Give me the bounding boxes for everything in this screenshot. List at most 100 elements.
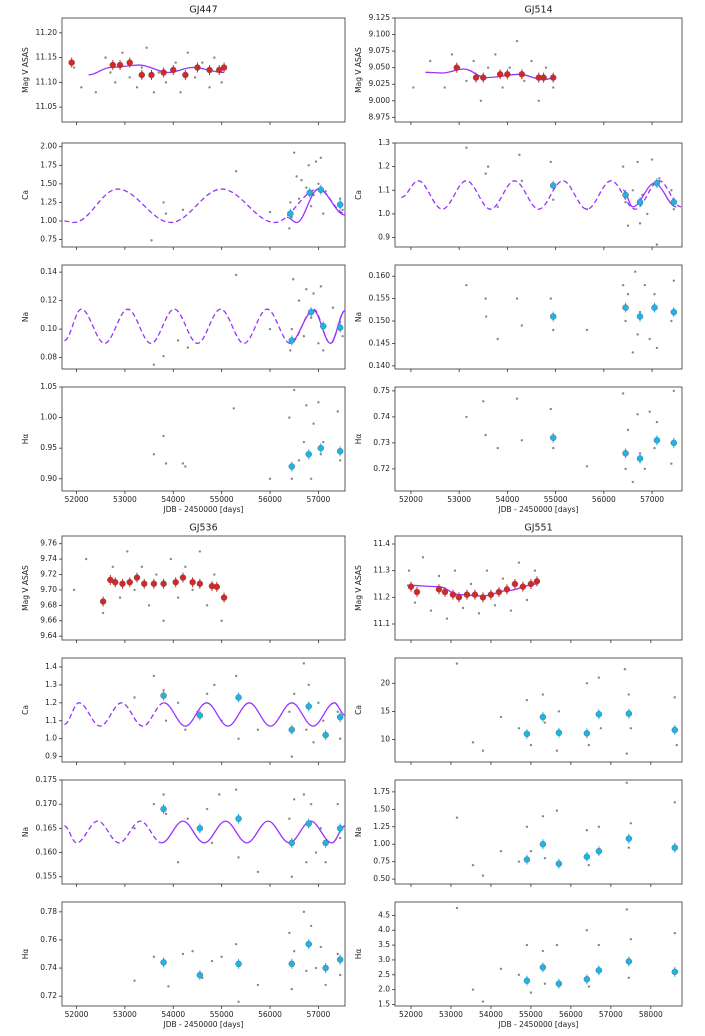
observation [525,943,529,947]
observation [220,81,223,84]
observation [673,932,677,935]
y-tick-label: 1.3 [45,680,57,689]
binned-point [670,308,677,316]
y-tick-label: 0.75 [373,386,390,395]
observation [338,836,342,840]
binned-point [539,713,547,721]
binned-point [288,960,295,968]
x-tick-label: 56000 [559,1010,583,1019]
observation [537,99,540,103]
observation [319,285,323,288]
x-tick-label: 55000 [210,1010,234,1019]
observation [631,480,634,484]
observation [627,693,631,696]
observation [338,737,342,740]
observation [621,283,625,287]
panel-title: GJ536 [189,523,217,534]
y-axis-label: Ca [21,190,30,200]
binned-point [68,59,75,66]
observation [234,788,238,791]
y-tick-label: 9.76 [40,539,57,548]
observation [484,297,487,300]
binned-point [670,439,677,447]
observation [256,983,260,987]
observation [290,216,293,219]
x-tick-label: 53000 [113,495,137,504]
observation [493,604,497,607]
y-tick-label: 0.145 [369,338,391,347]
x-tick-label: 52000 [399,495,423,504]
binned-point [179,574,187,581]
observation [184,728,187,731]
binned-point [504,71,511,78]
x-axis-label: JDB - 2450000 [days] [498,1020,579,1029]
binned-point [527,580,535,588]
observation [341,208,344,212]
observation [485,569,489,572]
observation [186,817,189,820]
observation [672,389,675,393]
observation [472,59,475,63]
plot-frame [394,264,683,370]
y-tick-label: 0.50 [373,874,390,883]
y-tick-label: 0.08 [40,353,57,362]
observation [549,160,552,164]
observation [650,158,654,161]
observation [152,363,156,366]
observation [469,582,473,586]
binned-point [463,591,471,598]
observation [128,76,131,79]
observation [305,861,308,864]
observation [549,407,552,411]
observation [174,61,177,64]
observation [643,283,647,287]
y-tick-label: 11.20 [36,28,58,37]
observation [481,874,485,877]
observation [525,825,529,828]
observation [437,574,441,578]
observation [331,306,335,309]
observation [152,802,156,806]
observation [624,200,627,204]
observation [587,985,591,988]
observation [181,208,185,212]
observation [517,727,521,730]
observation [672,207,675,211]
observation [184,565,187,569]
observation [322,719,325,722]
fit-curve [64,702,165,727]
plot-frame [61,901,346,1007]
observation [471,988,475,991]
observation [324,861,327,864]
observation [297,459,301,462]
y-tick-label: 0.150 [369,316,391,325]
observation [317,342,320,345]
observation [150,239,153,242]
observation [181,952,185,956]
observation [336,710,339,713]
observation [543,982,547,985]
binned-point [288,463,295,470]
y-tick-label: 15 [380,706,390,715]
binned-point [533,578,541,585]
binned-point [126,579,133,586]
binned-point [453,64,460,71]
observation [541,815,545,818]
binned-point [133,574,141,581]
observation [585,465,589,468]
observation [486,165,490,168]
binned-point [449,591,457,598]
observation [72,588,76,592]
y-tick-label: 9.050 [369,63,391,72]
observation [429,59,432,63]
x-tick-label: 55000 [210,495,234,504]
binned-point [112,579,119,586]
binned-point [126,59,133,66]
observation [295,175,298,178]
binned-point [336,324,344,331]
plot-frame [61,386,346,492]
binned-point [160,959,167,966]
observation [152,91,156,94]
observation [164,812,168,816]
y-tick-label: 2.00 [40,142,57,151]
